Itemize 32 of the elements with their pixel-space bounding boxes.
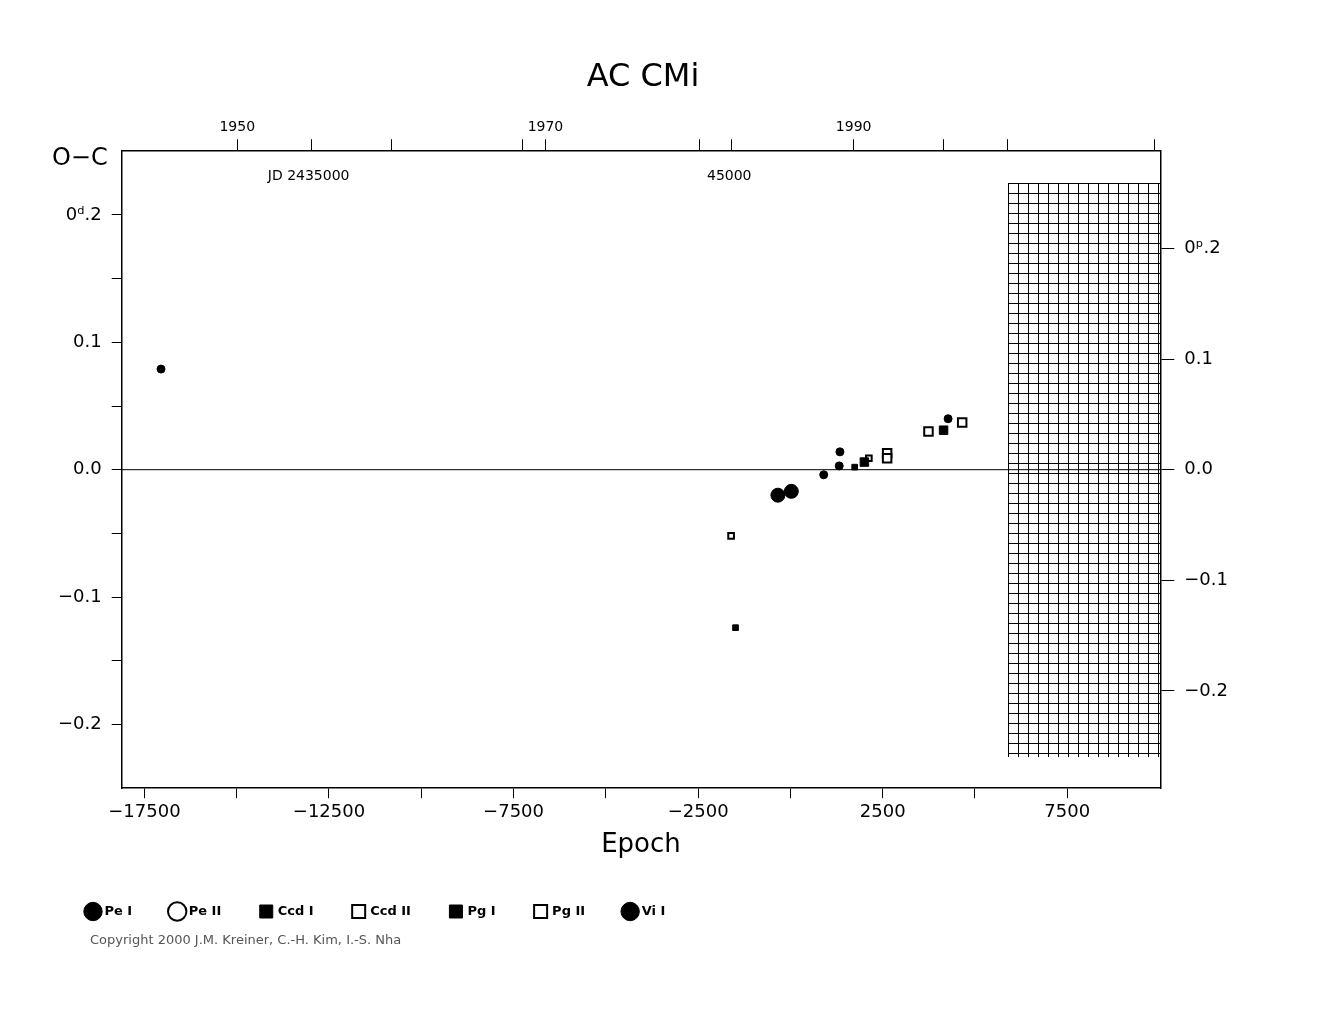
y-tick-label: 0ᵈ.2 xyxy=(65,202,102,224)
legend-label: Vi I xyxy=(641,902,666,918)
x-axis-title: Epoch xyxy=(601,828,681,859)
y2-tick-label: −0.2 xyxy=(1184,678,1229,700)
x-tick-label: −12500 xyxy=(292,799,366,821)
x2-tick-label: 1990 xyxy=(835,118,872,135)
legend-label: Pg II xyxy=(552,902,586,918)
x2-tick-label: 1950 xyxy=(219,118,256,135)
y-tick-label: 0.1 xyxy=(73,329,102,351)
chart-title: AC CMi xyxy=(586,55,700,94)
legend-label: Ccd I xyxy=(277,902,314,918)
x-tick-label: 2500 xyxy=(859,799,906,821)
x-tick-label: −2500 xyxy=(667,799,729,821)
y-tick-label: −0.2 xyxy=(57,712,102,734)
y2-tick-label: 0ᵖ.2 xyxy=(1184,236,1221,258)
legend-label: Pg I xyxy=(467,902,496,918)
annotation: 45000 xyxy=(706,167,752,184)
y2-tick-label: 0.0 xyxy=(1184,457,1213,479)
y-axis-title: O−C xyxy=(51,143,108,172)
legend-label: Pe I xyxy=(104,902,133,918)
legend-label: Pe II xyxy=(188,902,222,918)
y2-tick-label: −0.1 xyxy=(1184,567,1229,589)
x-tick-label: −7500 xyxy=(483,799,544,821)
text: Copyright 2000 J.M. Kreiner, C.-H. Kim, I.-S. Nha xyxy=(90,932,403,947)
y-tick-label: 0.0 xyxy=(73,457,102,479)
annotation: JD 2435000 xyxy=(267,167,350,184)
y2-tick-label: 0.1 xyxy=(1184,346,1213,368)
legend-label: Ccd II xyxy=(370,902,411,918)
x2-tick-label: 1970 xyxy=(527,118,564,135)
x-tick-label: −17500 xyxy=(108,799,181,821)
y-tick-label: −0.1 xyxy=(57,584,102,606)
x-tick-label: 7500 xyxy=(1044,799,1091,821)
